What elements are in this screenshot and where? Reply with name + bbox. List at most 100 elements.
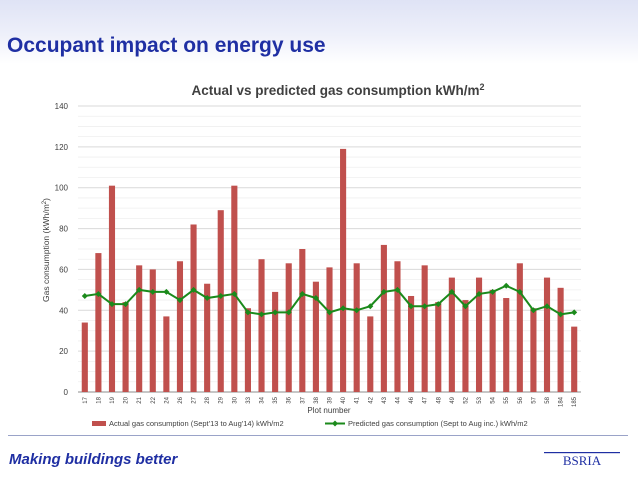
x-tick-label: 185 (572, 396, 578, 407)
predicted-point (340, 305, 347, 312)
predicted-point (367, 303, 374, 310)
bar (367, 316, 374, 392)
predicted-point (285, 309, 292, 316)
x-tick-label: 28 (205, 396, 211, 403)
bar (571, 326, 578, 392)
bar (204, 283, 211, 392)
bar (108, 185, 116, 392)
bar (557, 287, 564, 392)
x-tick-label: 56 (518, 396, 524, 403)
y-tick-label: 20 (59, 347, 68, 356)
y-axis-label: Gas consumption (kWh/m2) (41, 198, 51, 302)
predicted-point (408, 303, 415, 310)
predicted-point (435, 301, 442, 308)
x-tick-label: 44 (395, 396, 401, 403)
predicted-point (81, 292, 88, 299)
predicted-point (503, 282, 510, 289)
predicted-point (557, 311, 564, 318)
predicted-point (190, 286, 197, 293)
x-tick-label: 46 (409, 396, 415, 403)
predicted-point (258, 311, 265, 318)
predicted-point (244, 309, 251, 316)
bar (448, 277, 455, 392)
y-tick-label: 40 (59, 306, 68, 315)
x-tick-label: 47 (423, 396, 429, 403)
predicted-point (380, 288, 387, 295)
x-tick-label: 22 (151, 396, 157, 403)
bar (394, 261, 401, 392)
predicted-point (204, 295, 211, 302)
x-tick-labels: 17 18 19 20 21 22 24 26 27 28 29 30 33 34 35 36 37 38 39 40… (83, 396, 578, 407)
x-tick-label: 37 (300, 396, 306, 403)
predicted-point (95, 290, 102, 297)
predicted-point (231, 290, 238, 297)
predicted-point (394, 286, 401, 293)
y-tick-label: 140 (55, 102, 69, 111)
bar (516, 263, 523, 392)
predicted-point (476, 290, 483, 297)
predicted-point (516, 288, 523, 295)
bar (299, 249, 306, 392)
legend-line-marker (332, 420, 338, 427)
bar (231, 185, 238, 392)
x-tick-label: 40 (341, 396, 347, 403)
y-tick-label: 120 (55, 143, 69, 152)
bar (489, 289, 496, 392)
x-tick-label: 19 (110, 396, 116, 403)
x-tick-label: 29 (219, 396, 225, 403)
footer-tagline: Making buildings better (9, 451, 178, 468)
x-tick-label: 26 (178, 396, 184, 403)
bar (340, 148, 347, 392)
x-tick-label: 58 (545, 396, 551, 403)
x-tick-label: 27 (192, 396, 198, 403)
slide-title: Occupant impact on energy use (7, 34, 326, 57)
y-tick-labels: 0 20 40 60 80 100 120 140 (55, 102, 69, 397)
bar (176, 261, 184, 392)
predicted-point (326, 309, 333, 316)
predicted-point (312, 295, 319, 302)
bar (326, 267, 333, 392)
predicted-point (176, 297, 183, 304)
bar (421, 265, 428, 392)
x-tick-label: 41 (355, 396, 361, 403)
logo-text: BSRIA (563, 453, 602, 468)
predicted-point (272, 309, 279, 316)
bar (190, 224, 197, 392)
bar (530, 308, 537, 392)
y-tick-label: 100 (55, 184, 69, 193)
predicted-point (544, 303, 551, 310)
predicted-point (149, 288, 156, 295)
x-tick-label: 24 (164, 396, 170, 403)
x-tick-label: 43 (382, 396, 388, 403)
bar (81, 322, 88, 392)
x-tick-label: 39 (328, 396, 334, 403)
bar (122, 302, 129, 392)
bar (258, 259, 265, 392)
bar (462, 300, 469, 392)
x-tick-label: 30 (232, 396, 238, 403)
bar (353, 263, 360, 392)
x-tick-label: 18 (96, 396, 102, 403)
chart-title-main: Actual vs predicted gas consumption kWh/… (191, 83, 479, 98)
predicted-line (81, 282, 578, 318)
predicted-point (136, 286, 143, 293)
legend: Actual gas consumption (Sept'13 to Aug'1… (92, 419, 528, 428)
bar (149, 269, 156, 392)
bar (95, 253, 102, 392)
x-tick-label: 52 (463, 396, 469, 403)
x-tick-label: 17 (83, 396, 89, 403)
bar (136, 265, 143, 392)
x-tick-label: 184 (559, 396, 565, 407)
predicted-point (421, 303, 428, 310)
bar (272, 291, 279, 392)
x-tick-label: 42 (368, 396, 374, 403)
predicted-point (217, 292, 224, 299)
predicted-point (489, 288, 496, 295)
x-tick-label: 48 (436, 396, 442, 403)
x-tick-label: 20 (124, 396, 130, 403)
y-tick-label: 80 (59, 225, 68, 234)
bar (503, 298, 510, 392)
predicted-point (163, 288, 170, 295)
x-tick-label: 21 (137, 396, 143, 403)
